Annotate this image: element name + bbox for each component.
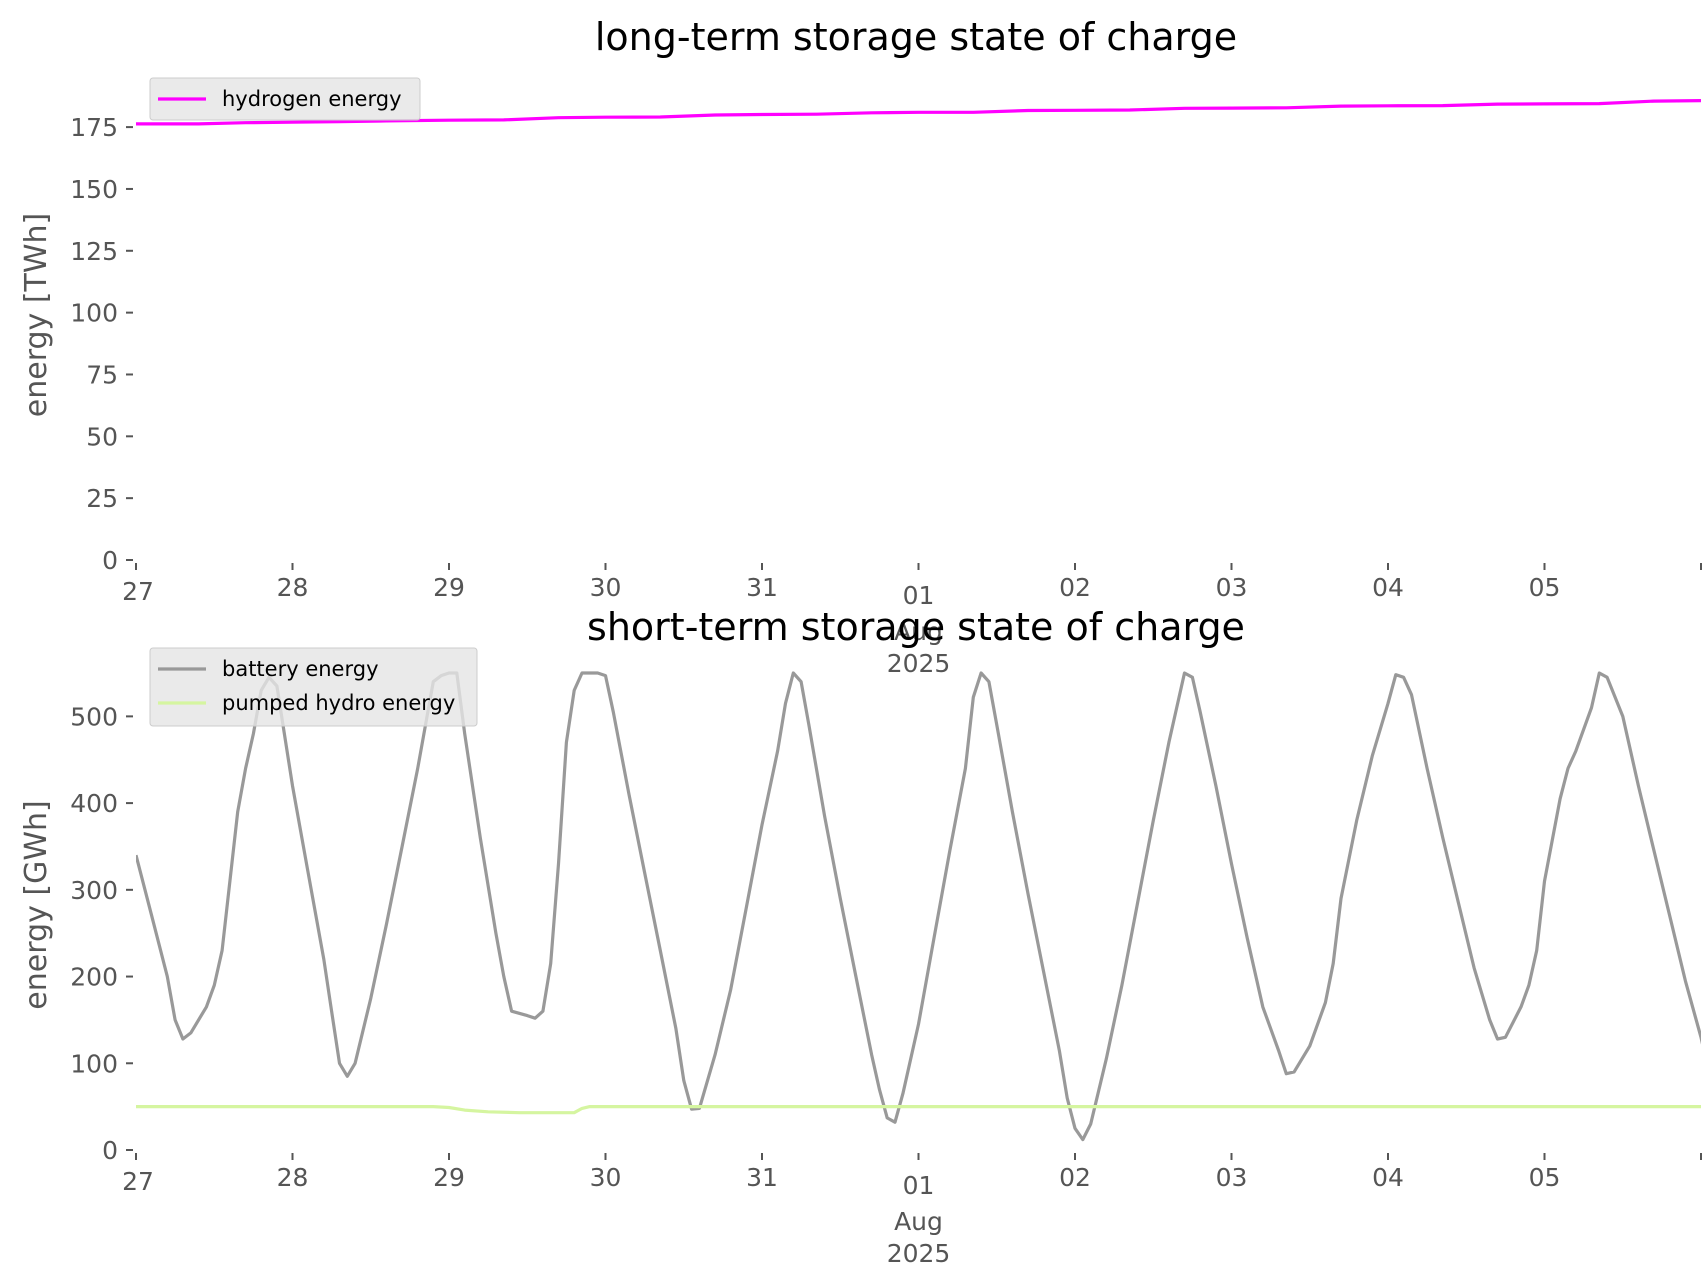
y-tick-label: 0 <box>102 1136 118 1165</box>
x-tick-label: 01 <box>903 1171 935 1200</box>
x-tick-label: 29 <box>433 573 465 602</box>
x-tick-sublabel: 2025 <box>887 649 951 678</box>
x-tick-label: 29 <box>433 1163 465 1192</box>
y-tick-label: 150 <box>70 175 118 204</box>
y-tick-label: 175 <box>70 113 118 142</box>
hydrogen-energy-line <box>136 99 1701 126</box>
y-tick-label: 25 <box>86 484 118 513</box>
legend-box <box>149 77 421 121</box>
x-tick-label: 28 <box>277 1163 309 1192</box>
x-tick-label: 01 <box>903 581 935 610</box>
y-tick-label: 300 <box>70 876 118 905</box>
y-axis-label: energy [GWh] <box>19 800 54 1009</box>
y-tick-label: 100 <box>70 299 118 328</box>
legend-box <box>149 647 478 727</box>
x-tick-label: 05 <box>1529 1163 1561 1192</box>
x-tick-sublabel: Aug <box>894 1207 943 1236</box>
y-tick-label: 125 <box>70 237 118 266</box>
x-tick-label: 27 <box>122 577 154 606</box>
chart-title: short-term storage state of charge <box>587 605 1245 649</box>
x-tick-label: 28 <box>277 573 309 602</box>
chart-title: long-term storage state of charge <box>595 15 1237 59</box>
y-axis-label: energy [TWh] <box>19 213 54 417</box>
y-tick-label: 0 <box>102 546 118 575</box>
legend-entry: hydrogen energy <box>222 87 402 111</box>
x-tick-label: 30 <box>590 573 622 602</box>
x-tick-label: 27 <box>122 1167 154 1196</box>
legend-entry: pumped hydro energy <box>222 691 455 715</box>
x-tick-label: 03 <box>1216 573 1248 602</box>
battery-energy-line <box>136 671 1701 1142</box>
x-tick-label: 03 <box>1216 1163 1248 1192</box>
x-tick-sublabel: Aug <box>894 617 943 646</box>
y-tick-label: 500 <box>70 702 118 731</box>
x-tick-label: 31 <box>746 573 778 602</box>
y-tick-label: 200 <box>70 963 118 992</box>
x-tick-label: 04 <box>1372 1163 1404 1192</box>
x-tick-label: 02 <box>1059 573 1091 602</box>
x-tick-label: 05 <box>1529 573 1561 602</box>
pumped-hydro-energy-line <box>136 1105 1701 1115</box>
y-tick-label: 100 <box>70 1049 118 1078</box>
y-tick-label: 50 <box>86 422 118 451</box>
x-tick-label: 02 <box>1059 1163 1091 1192</box>
legend-entry: battery energy <box>222 657 379 681</box>
x-tick-label: 30 <box>590 1163 622 1192</box>
x-tick-label: 04 <box>1372 573 1404 602</box>
x-tick-label: 31 <box>746 1163 778 1192</box>
y-tick-label: 75 <box>86 360 118 389</box>
x-tick-sublabel: 2025 <box>887 1239 951 1268</box>
y-tick-label: 400 <box>70 789 118 818</box>
